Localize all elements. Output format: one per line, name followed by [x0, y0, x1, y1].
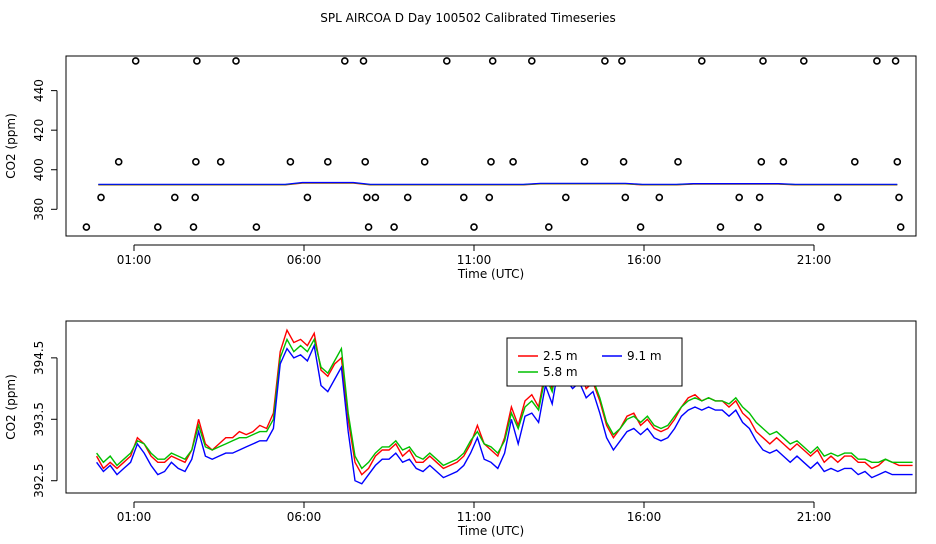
calibration-point	[364, 223, 373, 231]
bottom-y-tick-label: 392.5	[32, 464, 46, 498]
calibration-point	[619, 158, 628, 166]
calibration-point	[636, 223, 645, 231]
calibration-point	[674, 158, 682, 166]
legend-label: 9.1 m	[627, 349, 662, 363]
calibration-point	[561, 193, 570, 202]
calibration-point	[779, 158, 788, 166]
calibration-point	[891, 57, 900, 65]
series-line-2-5-m	[95, 328, 913, 476]
calibration-point	[390, 223, 398, 231]
calibration-point	[442, 57, 451, 65]
bottom-y-tick-label: 393.5	[32, 402, 46, 436]
calibration-point	[893, 158, 902, 166]
top-y-tick-label: 400	[32, 158, 46, 181]
calibration-point	[735, 193, 744, 202]
bottom-x-tick-label: 16:00	[627, 510, 662, 524]
calibration-point	[621, 193, 630, 202]
calibration-point	[403, 193, 412, 202]
calibration-point	[363, 193, 371, 202]
calibration-point	[618, 57, 626, 65]
calibration-point	[420, 158, 429, 166]
top-x-axis-label: Time (UTC)	[457, 267, 524, 281]
calibration-point	[759, 57, 767, 65]
calibration-point	[323, 158, 332, 166]
calibration-point	[509, 158, 517, 166]
calibration-point	[527, 57, 536, 65]
calibration-point	[189, 223, 198, 231]
calibration-point	[895, 193, 903, 202]
bottom-y-tick-label: 394.5	[32, 341, 46, 375]
calibration-point	[114, 158, 123, 166]
series-line-5-8-m	[96, 337, 913, 470]
calibration-point	[896, 223, 905, 231]
bottom-plot-frame	[65, 320, 917, 494]
legend-label: 5.8 m	[543, 365, 578, 379]
calibration-point	[97, 193, 105, 202]
bottom-x-tick-label: 01:00	[117, 510, 152, 524]
calibration-point	[154, 223, 162, 231]
bottom-x-tick-label: 11:00	[457, 510, 492, 524]
top-x-tick-label: 01:00	[117, 253, 152, 267]
top-x-tick-label: 06:00	[287, 253, 322, 267]
calibration-point	[193, 57, 201, 65]
calibration-point	[340, 57, 349, 65]
calibration-point	[487, 158, 495, 166]
calibration-point	[755, 193, 764, 202]
legend: 2.5 m 9.1 m 5.8 m	[506, 337, 683, 387]
bottom-x-tick-label: 21:00	[797, 510, 832, 524]
calibration-point	[232, 57, 240, 65]
series-line-9-1-m	[96, 343, 913, 485]
calibration-point	[799, 57, 808, 65]
top-x-tick-label: 11:00	[457, 253, 492, 267]
calibration-point	[82, 223, 91, 231]
timeseries-panel: 01:00 06:00 11:00 16:00 21:00 Time (UTC) 392.5…	[4, 320, 917, 538]
calibration-point	[697, 57, 706, 65]
calibration-point	[655, 193, 664, 202]
calibration-point	[488, 57, 497, 65]
calibration-panel: 01:00 06:00 11:00 16:00 21:00 Time (UTC) 380 40…	[4, 55, 917, 281]
calibration-point	[303, 193, 312, 202]
calibration-point	[171, 193, 179, 202]
calibration-point	[580, 158, 589, 166]
calibration-point	[850, 158, 859, 166]
top-x-tick-label: 16:00	[627, 253, 662, 267]
top-y-tick-label: 420	[32, 119, 46, 142]
calibration-point	[191, 193, 199, 202]
calibration-point	[131, 57, 140, 65]
bottom-x-axis-label: Time (UTC)	[457, 524, 524, 538]
calibration-point	[371, 193, 380, 202]
top-y-tick-label: 440	[32, 79, 46, 102]
legend-label: 2.5 m	[543, 349, 578, 363]
calibration-point	[601, 57, 609, 65]
calibration-point	[754, 223, 762, 231]
calibration-point	[470, 223, 478, 231]
bottom-x-tick-label: 06:00	[287, 510, 322, 524]
top-y-axis-label: CO2 (ppm)	[4, 113, 18, 179]
calibration-point	[216, 158, 225, 166]
calibration-point	[757, 158, 766, 166]
calibration-point	[816, 223, 825, 231]
calibration-point	[459, 193, 468, 202]
calibration-point	[359, 57, 368, 65]
calibration-point	[485, 193, 494, 202]
calibration-point	[361, 158, 370, 166]
legend-box	[506, 337, 683, 387]
top-x-tick-label: 21:00	[797, 253, 832, 267]
top-y-tick-label: 380	[32, 198, 46, 221]
top-series-line	[98, 181, 898, 185]
calibration-point	[286, 158, 295, 166]
calibration-point	[252, 223, 261, 231]
chart-title: SPL AIRCOA D Day 100502 Calibrated Times…	[320, 11, 615, 25]
calibration-point	[716, 223, 725, 231]
calibration-point	[192, 158, 200, 166]
top-plot-frame	[65, 55, 917, 237]
bottom-y-axis-label: CO2 (ppm)	[4, 374, 18, 440]
calibration-point	[873, 57, 881, 65]
calibration-point	[544, 223, 553, 231]
calibration-point	[833, 193, 842, 202]
